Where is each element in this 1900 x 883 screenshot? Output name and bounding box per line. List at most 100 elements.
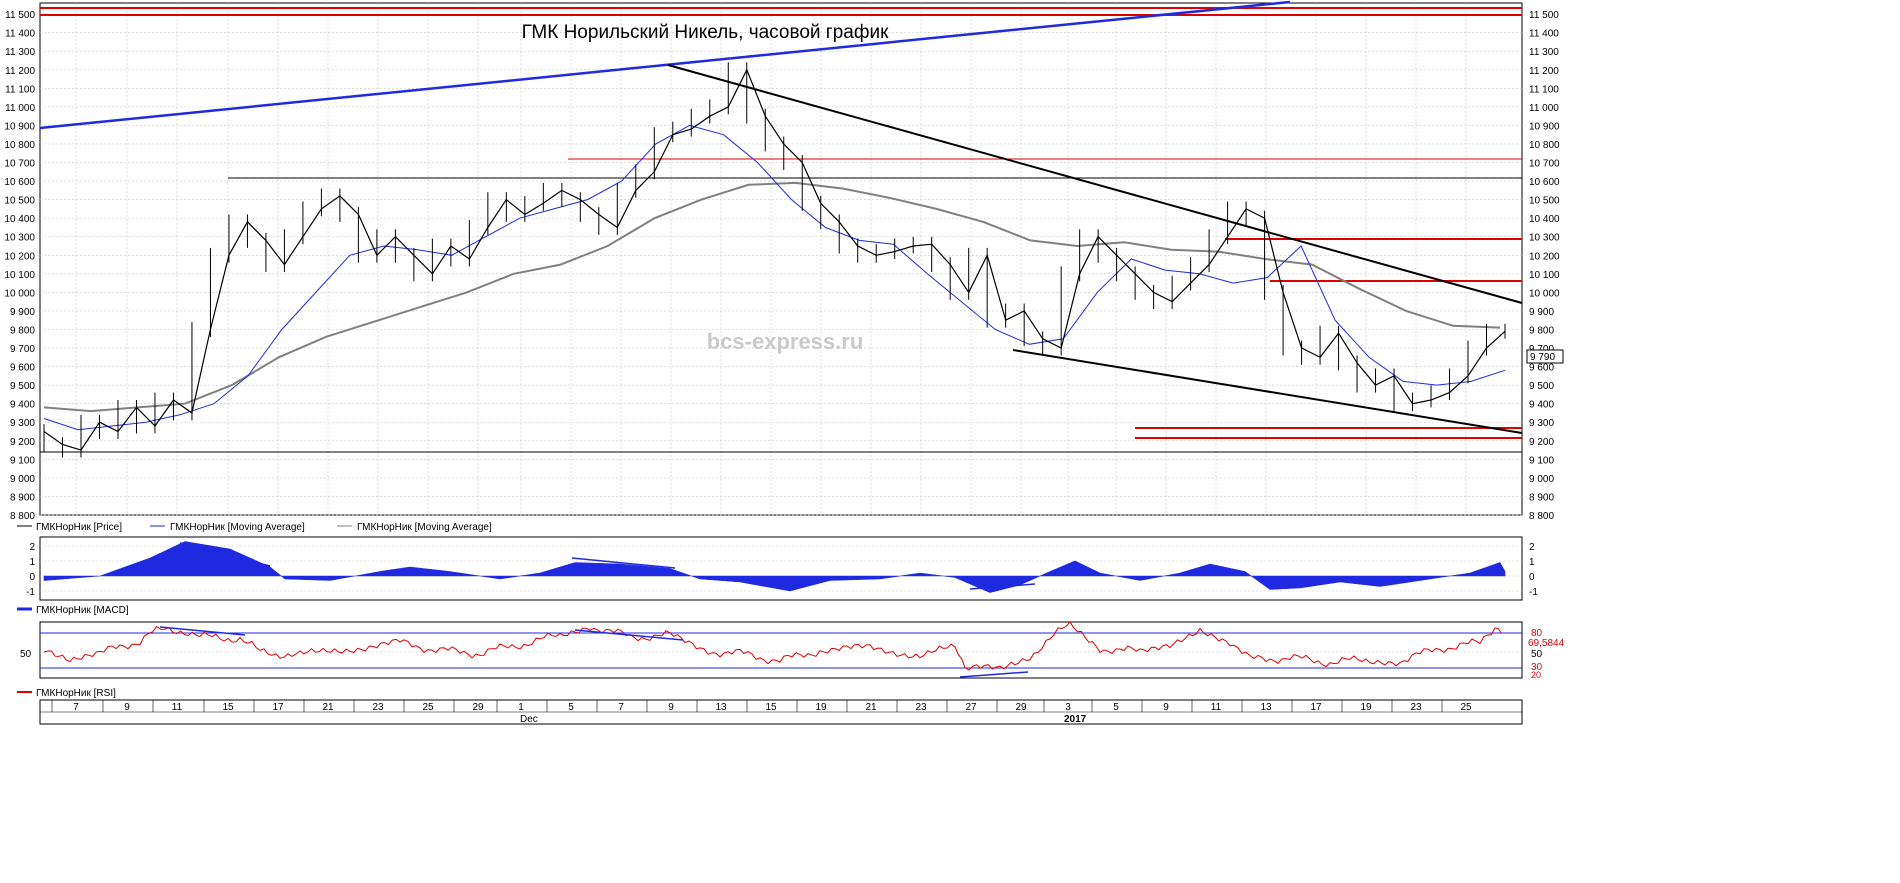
time-tick-label: 29 xyxy=(1015,702,1027,713)
rsi-right-tick-30: 30 xyxy=(1531,662,1543,673)
price-tick-left: 11 400 xyxy=(5,29,35,40)
time-tick-label: 25 xyxy=(1460,702,1472,713)
price-tick-left: 8 900 xyxy=(10,492,35,503)
price-tick-left: 9 900 xyxy=(10,307,35,318)
time-tick-label: 19 xyxy=(1360,702,1372,713)
price-tick-left: 9 400 xyxy=(10,400,35,411)
price-tick-left: 10 400 xyxy=(4,214,35,225)
macd-tick-labels: -1 -1 0 0 1 1 2 2 xyxy=(26,542,1538,598)
time-tick-label: 5 xyxy=(1113,702,1119,713)
trend-line-black-lower xyxy=(1012,349,1523,434)
price-tick-left: 9 500 xyxy=(10,381,35,392)
last-price-box xyxy=(1526,349,1564,364)
price-tick-right: 10 200 xyxy=(1529,251,1560,262)
price-tick-right: 10 400 xyxy=(1529,214,1560,225)
time-tick-label: 25 xyxy=(422,702,434,713)
watermark: bcs-express.ru xyxy=(707,329,864,354)
macd-histogram xyxy=(43,541,1506,593)
macd-divergence-2 xyxy=(571,557,676,569)
price-tick-right: 10 900 xyxy=(1529,121,1560,132)
macd-tick-left: 2 xyxy=(29,542,35,553)
price-tick-left: 11 100 xyxy=(5,84,35,95)
rsi-last-label: 69,5844 xyxy=(1528,638,1565,649)
rsi-right-tick-20: 20 xyxy=(1531,670,1541,680)
rsi-divergence-3 xyxy=(959,671,1029,678)
price-tick-left: 10 000 xyxy=(4,288,35,299)
price-tick-right: 8 800 xyxy=(1529,511,1554,522)
price-tick-left: 10 500 xyxy=(4,196,35,207)
time-tick-label: 11 xyxy=(1211,702,1222,713)
legend-ma-slow: ГМКНорНик [Moving Average] xyxy=(357,522,492,533)
price-tick-left: 8 800 xyxy=(10,511,35,522)
price-tick-left: 10 800 xyxy=(4,140,35,151)
time-tick-label: 7 xyxy=(618,702,624,713)
price-tick-left: 10 100 xyxy=(4,270,35,281)
price-tick-left: 9 700 xyxy=(10,344,35,355)
horizontal-levels xyxy=(40,7,1522,453)
price-tick-left: 9 200 xyxy=(10,437,35,448)
time-tick-label: 19 xyxy=(815,702,827,713)
legend-macd: ГМКНорНик [MACD] xyxy=(36,605,129,616)
price-tick-right: 10 300 xyxy=(1529,233,1560,244)
price-tick-right: 9 300 xyxy=(1529,418,1554,429)
trend-lines xyxy=(39,0,1523,434)
price-tick-left: 9 600 xyxy=(10,363,35,374)
time-tick-label: 17 xyxy=(1310,702,1322,713)
time-tick-label: 27 xyxy=(965,702,977,713)
macd-divergence-lines xyxy=(179,542,1036,590)
moving-average-slow-line xyxy=(43,181,1501,413)
time-tick-label: 11 xyxy=(172,702,183,713)
price-tick-right: 10 600 xyxy=(1529,177,1560,188)
time-tick-label: 7 xyxy=(73,702,79,713)
price-tick-right: 10 000 xyxy=(1529,288,1560,299)
price-tick-right: 9 800 xyxy=(1529,325,1554,336)
price-tick-left: 11 000 xyxy=(5,103,35,114)
time-tick-label: 21 xyxy=(865,702,877,713)
time-tick-label: 3 xyxy=(1065,702,1071,713)
legend-ma-fast: ГМКНорНик [Moving Average] xyxy=(170,522,305,533)
price-tick-left: 11 200 xyxy=(5,66,35,77)
macd-tick-right: -1 xyxy=(1529,587,1538,598)
price-tick-right: 9 500 xyxy=(1529,381,1554,392)
macd-tick-left: 0 xyxy=(29,572,35,583)
price-tick-right: 9 900 xyxy=(1529,307,1554,318)
rsi-line xyxy=(43,621,1503,671)
time-tick-label: 1 xyxy=(518,702,524,713)
price-tick-right: 11 100 xyxy=(1529,84,1559,95)
price-tick-right: 10 500 xyxy=(1529,196,1560,207)
rsi-last-box xyxy=(1527,637,1565,648)
macd-tick-right: 1 xyxy=(1529,557,1535,568)
time-tick-label: 5 xyxy=(568,702,574,713)
rsi-divergence-2 xyxy=(574,629,684,641)
price-tick-labels: 8 800 8 800 8 900 8 900 9 000 9 000 9 100 9 100… xyxy=(4,10,1560,522)
moving-average-fast-line xyxy=(43,124,1506,431)
price-tick-left: 9 000 xyxy=(10,474,35,485)
price-tick-left: 10 600 xyxy=(4,177,35,188)
legend-rsi: ГМКНорНик [RSI] xyxy=(36,688,116,699)
price-tick-right: 9 400 xyxy=(1529,400,1554,411)
price-tick-right: 9 200 xyxy=(1529,437,1554,448)
legend-price: ГМКНорНик [Price] xyxy=(36,522,122,533)
price-legend: ГМКНорНик [Price] ГМКНорНик [Moving Aver… xyxy=(17,522,492,533)
price-tick-right: 9 600 xyxy=(1529,363,1554,374)
price-tick-right: 10 700 xyxy=(1529,159,1560,170)
trend-line-blue-upper xyxy=(39,0,1291,130)
price-tick-right: 8 900 xyxy=(1529,492,1554,503)
macd-tick-right: 2 xyxy=(1529,542,1535,553)
price-tick-left: 10 900 xyxy=(4,121,35,132)
time-tick-label: 9 xyxy=(668,702,674,713)
price-tick-right: 11 400 xyxy=(1529,29,1559,40)
time-tick-label: 21 xyxy=(322,702,334,713)
price-tick-left: 11 500 xyxy=(5,10,35,21)
price-tick-left: 10 200 xyxy=(4,251,35,262)
time-tick-labels: 7 9 11 15 17 21 23 25 29 1 5 7 9 13 15 19 21 23 27 29 3 5 9 11 1… xyxy=(51,700,1472,713)
price-tick-right: 11 000 xyxy=(1529,103,1559,114)
price-tick-right: 11 500 xyxy=(1529,10,1559,21)
rsi-right-tick-80: 80 xyxy=(1531,628,1543,639)
time-tick-label: 9 xyxy=(1163,702,1169,713)
price-tick-left: 9 800 xyxy=(10,325,35,336)
trend-line-black-down xyxy=(667,64,1523,304)
time-tick-label: 17 xyxy=(272,702,284,713)
